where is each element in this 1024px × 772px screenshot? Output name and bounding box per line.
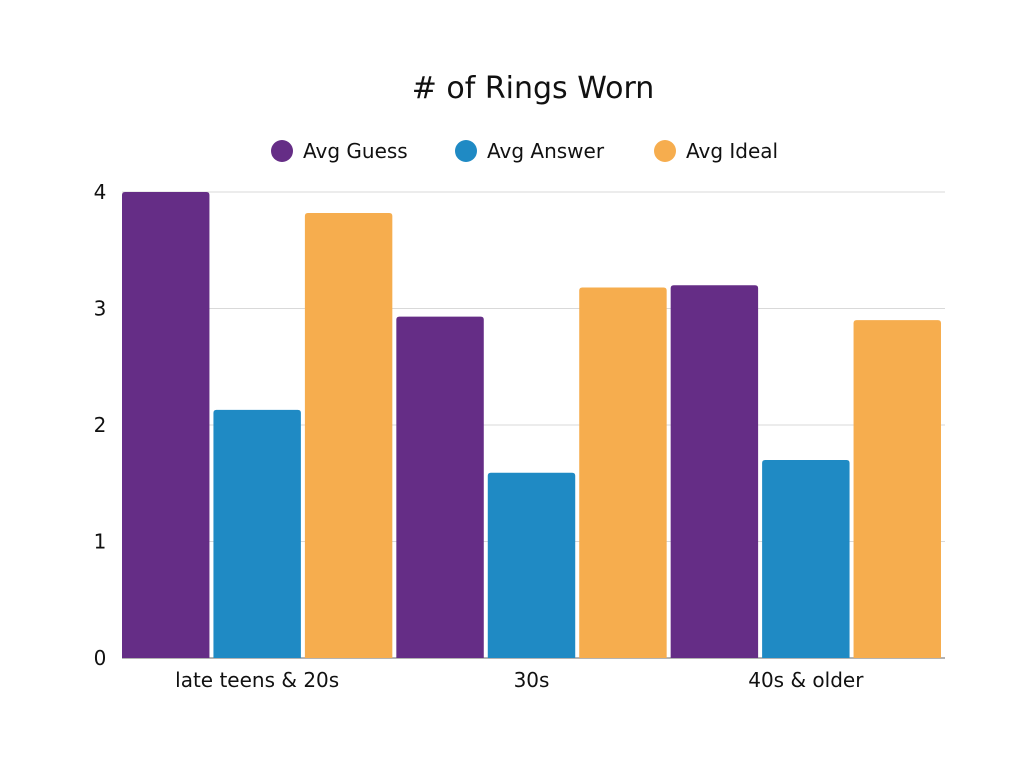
x-axis: late teens & 20s 30s 40s & older (175, 668, 864, 692)
chart-title: # of Rings Worn (412, 71, 655, 106)
legend-marker (455, 140, 477, 162)
bar (396, 316, 484, 658)
legend-label: Avg Guess (303, 139, 408, 163)
legend: Avg Guess Avg Answer Avg Ideal (271, 139, 778, 163)
y-tick-label: 4 (94, 180, 107, 204)
bars (122, 192, 941, 658)
bar (304, 212, 393, 658)
y-tick-label: 2 (94, 413, 107, 437)
legend-label: Avg Ideal (686, 139, 778, 163)
bar (853, 320, 941, 658)
y-axis: 0 1 2 3 4 (94, 180, 107, 670)
bar (122, 192, 210, 658)
bar (670, 285, 759, 658)
legend-marker (271, 140, 293, 162)
y-tick-label: 3 (94, 297, 107, 321)
x-tick-label: 40s & older (748, 668, 864, 692)
x-tick-label: late teens & 20s (175, 668, 339, 692)
bar (487, 472, 576, 658)
legend-label: Avg Answer (487, 139, 605, 163)
bar (579, 287, 667, 658)
bar (213, 409, 301, 658)
bar (762, 459, 850, 658)
legend-marker (654, 140, 676, 162)
x-tick-label: 30s (514, 668, 550, 692)
y-tick-label: 0 (94, 646, 107, 670)
y-tick-label: 1 (94, 530, 107, 554)
